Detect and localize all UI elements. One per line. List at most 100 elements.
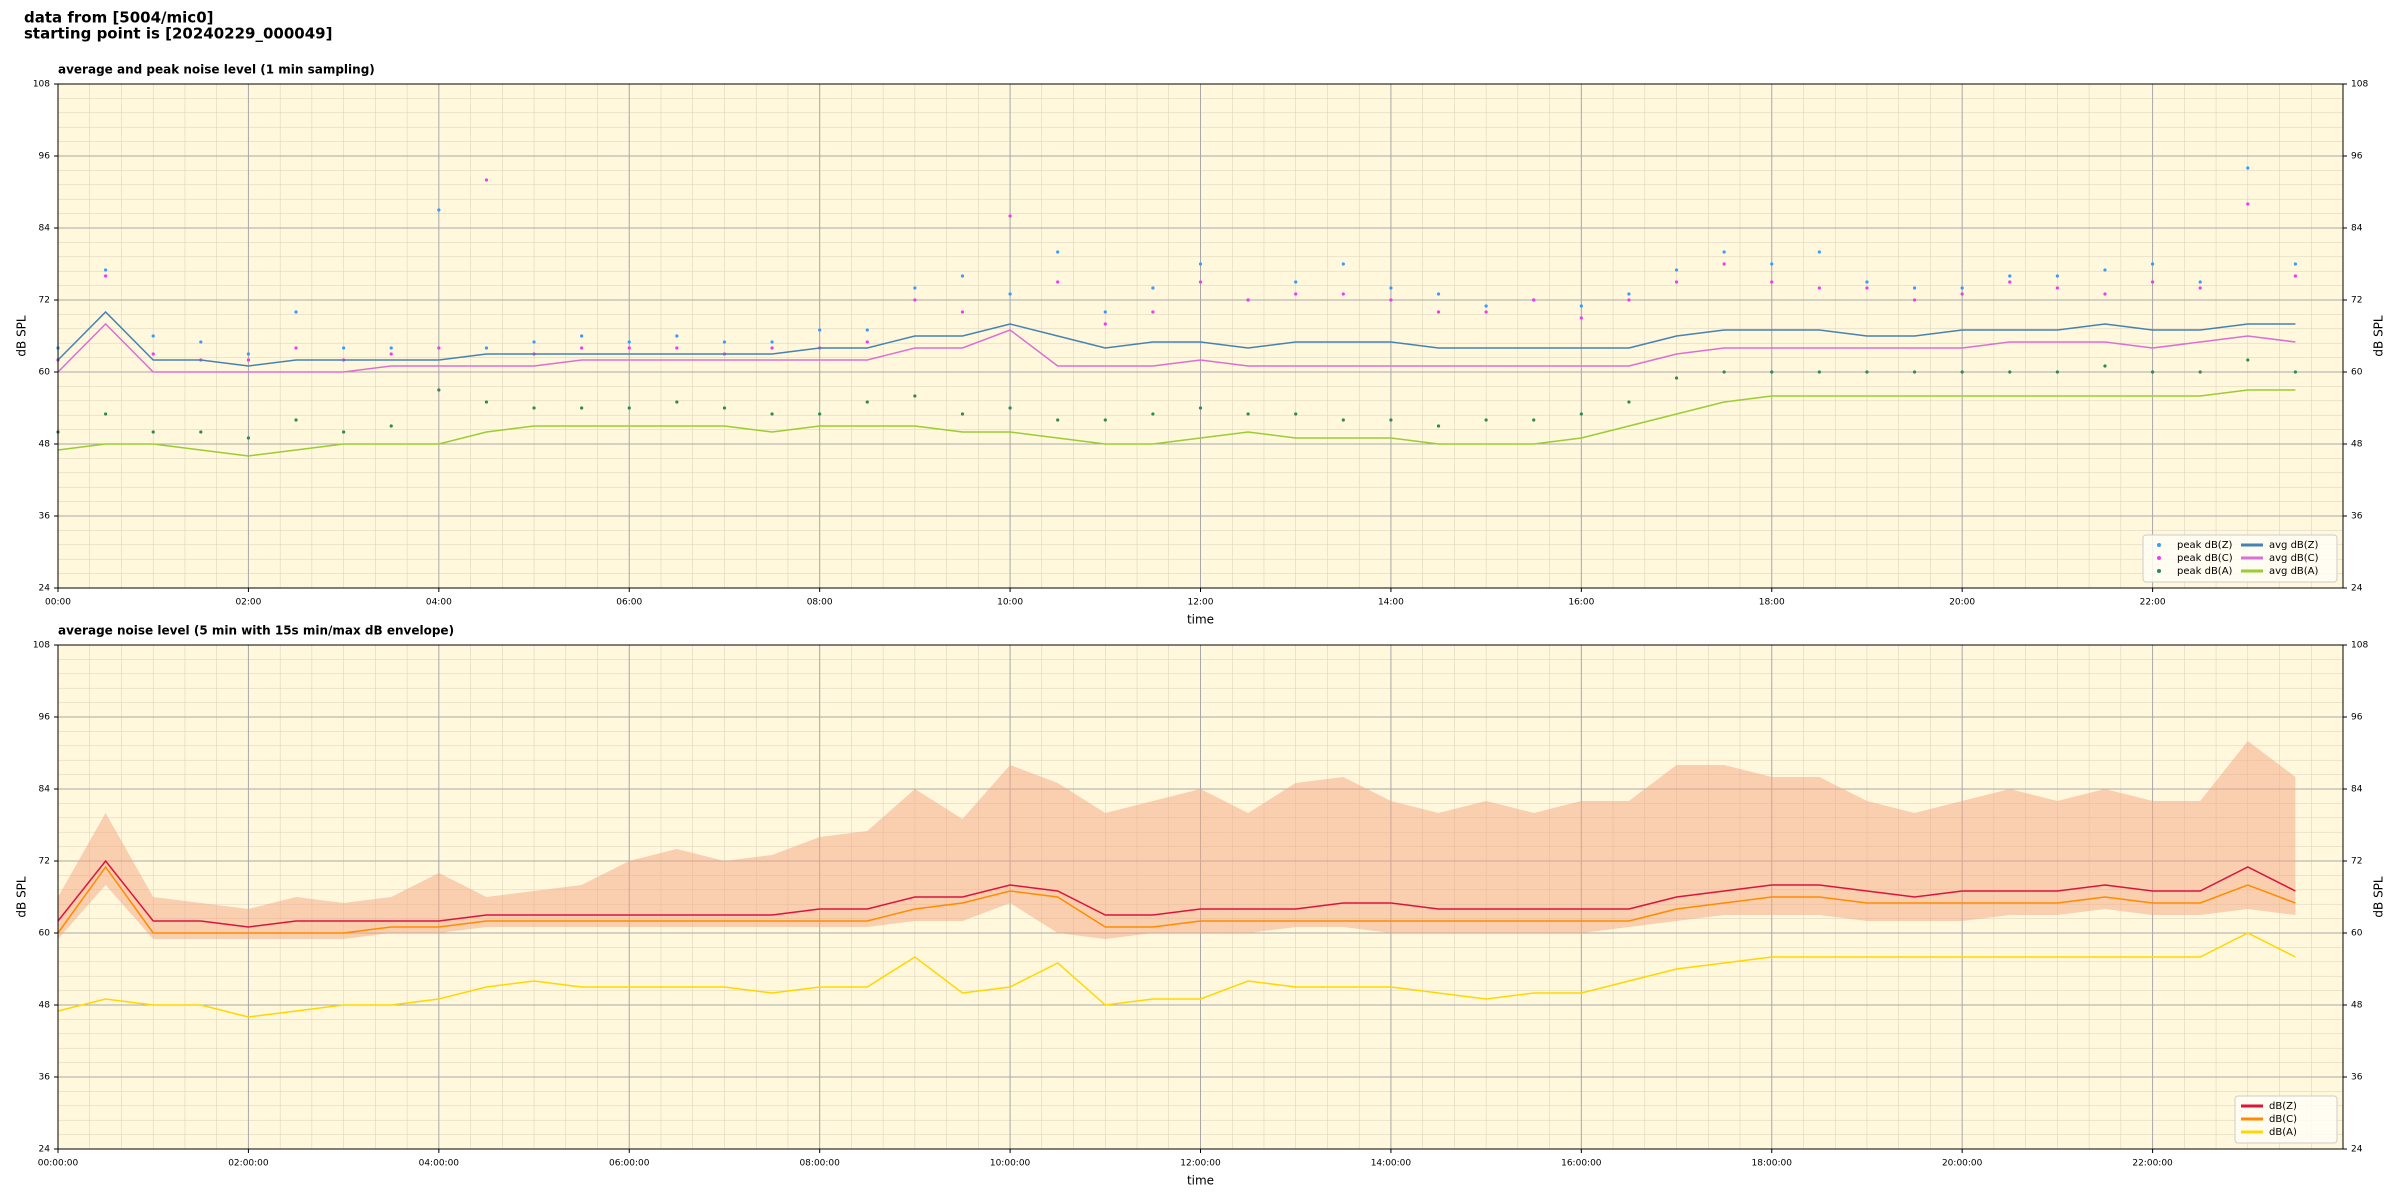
x-tick-label: 22:00:00 [2132, 1159, 2173, 1169]
peak-point [1770, 370, 1774, 374]
peak-point [1151, 286, 1155, 290]
legend-marker [2157, 543, 2161, 547]
peak-point [1198, 280, 1203, 284]
peak-point [437, 346, 441, 350]
peak-point [1817, 370, 1821, 374]
y-tick-label: 84 [39, 785, 51, 795]
peak-point [246, 436, 251, 440]
peak-point [1532, 418, 1536, 422]
series-line [57, 322, 2296, 373]
series-line [57, 859, 2296, 928]
legend-label: avg dB(Z) [2269, 540, 2319, 551]
peak-point [675, 334, 679, 338]
peak-point [294, 418, 298, 422]
y2-tick-label: 84 [2351, 224, 2363, 234]
legend-label: avg dB(A) [2269, 566, 2319, 577]
peak-point [770, 412, 774, 416]
legend-label: dB(A) [2269, 1127, 2297, 1138]
peak-point [1246, 412, 1250, 416]
x-tick-label: 08:00:00 [799, 1159, 840, 1169]
y-tick-label: 24 [39, 1145, 51, 1155]
peak-point [437, 208, 441, 212]
peak-point [2150, 262, 2155, 266]
y-tick-label: 48 [39, 1001, 51, 1011]
peak-point [1341, 262, 1345, 266]
peak-point [1436, 310, 1441, 314]
peak-point [484, 178, 489, 182]
peak-point [1865, 370, 1869, 374]
peak-point [627, 406, 631, 410]
y2-tick-label: 36 [2351, 512, 2363, 522]
y-tick-label: 108 [33, 80, 50, 90]
peak-point [1579, 304, 1583, 308]
header-line: data from [5004/mic0] [24, 9, 214, 27]
peak-point [1960, 286, 1964, 290]
peak-point [246, 358, 251, 362]
y-tick-label: 24 [39, 584, 51, 594]
peak-point [1865, 280, 1869, 284]
peak-point [2293, 370, 2297, 374]
legend-label: avg dB(C) [2269, 553, 2319, 564]
peak-point [1960, 370, 1964, 374]
peak-point [627, 340, 631, 344]
series-line [57, 310, 2296, 367]
y-tick-label: 36 [39, 1073, 51, 1083]
x-tick-label: 04:00:00 [419, 1159, 460, 1169]
y-axis-label: dB SPL [15, 876, 29, 918]
peak-point [1817, 286, 1821, 290]
peak-point [1008, 406, 1012, 410]
peak-point [1627, 298, 1631, 302]
peak-point [770, 346, 774, 350]
peak-point [2150, 280, 2155, 284]
peak-point [151, 352, 155, 356]
y2-tick-label: 48 [2351, 1001, 2363, 1011]
y2-tick-label: 84 [2351, 785, 2363, 795]
peak-point [865, 328, 869, 332]
peak-point [2103, 268, 2107, 272]
peak-point [960, 274, 965, 278]
plot-frame [57, 644, 2344, 1150]
peak-point [2103, 292, 2107, 296]
peak-point [627, 346, 631, 350]
peak-point [484, 400, 489, 404]
peak-point [437, 388, 441, 392]
peak-point [2008, 370, 2012, 374]
peak-point [2198, 280, 2202, 284]
peak-point [1484, 418, 1488, 422]
peak-point [1532, 298, 1536, 302]
peak-point [1151, 310, 1155, 314]
y2-tick-label: 60 [2351, 929, 2363, 939]
x-tick-label: 00:00 [45, 598, 71, 608]
peak-point [389, 424, 393, 428]
x-tick-label: 12:00 [1188, 598, 1214, 608]
peak-point [1341, 292, 1345, 296]
x-tick-label: 22:00 [2140, 598, 2166, 608]
peak-point [1198, 262, 1203, 266]
x-tick-label: 00:00:00 [38, 1159, 79, 1169]
peak-point [2103, 364, 2107, 368]
peak-point [675, 400, 679, 404]
peak-point [1722, 370, 1726, 374]
peak-point [722, 406, 727, 410]
peak-point [2055, 370, 2059, 374]
peak-point [294, 310, 298, 314]
series-line [57, 865, 2296, 934]
y-tick-label: 60 [39, 368, 51, 378]
peak-point [389, 352, 393, 356]
peak-point [1198, 406, 1203, 410]
peak-point [1674, 280, 1679, 284]
peak-point [1008, 214, 1012, 218]
peak-point [1056, 280, 1060, 284]
peak-point [1294, 412, 1298, 416]
peak-point [104, 412, 108, 416]
y2-tick-label: 24 [2351, 1145, 2363, 1155]
peak-point [2246, 166, 2250, 170]
peak-point [1722, 262, 1726, 266]
y-tick-label: 108 [33, 641, 50, 651]
peak-point [913, 394, 917, 398]
peak-point [1103, 310, 1107, 314]
peak-point [2008, 274, 2012, 278]
y2-tick-label: 72 [2351, 857, 2362, 867]
peak-point [389, 346, 393, 350]
x-tick-label: 02:00:00 [228, 1159, 269, 1169]
